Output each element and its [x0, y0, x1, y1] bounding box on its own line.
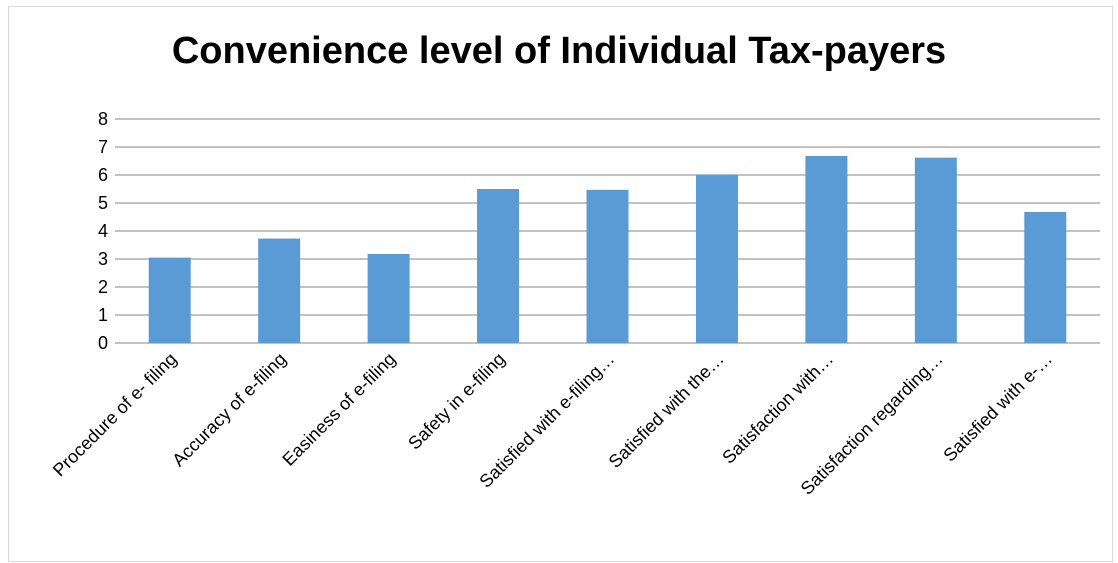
y-tick-label: 4: [98, 221, 108, 241]
bar: [586, 189, 629, 343]
x-category-label: Accuracy of e-filing: [168, 349, 290, 471]
x-category-label: Safety in e-filing: [404, 349, 509, 454]
bar: [148, 257, 191, 343]
y-tick-label: 0: [98, 333, 108, 353]
y-tick-label: 7: [98, 137, 108, 157]
bar: [477, 189, 520, 343]
x-category-label: Easiness of e-filing: [278, 349, 399, 470]
chart-title: Convenience level of Individual Tax-paye…: [171, 30, 947, 72]
y-tick-label: 6: [98, 165, 108, 185]
x-category-label: Satisfaction with…: [718, 349, 837, 468]
bar: [258, 238, 301, 343]
y-tick-label: 5: [98, 193, 108, 213]
y-tick-label: 3: [98, 249, 108, 269]
bar: [1024, 211, 1067, 343]
bar: [805, 155, 848, 343]
bar: [695, 174, 738, 343]
y-tick-label: 8: [98, 109, 108, 129]
x-category-label: Procedure of e- filing: [49, 349, 181, 481]
bars: [148, 155, 1067, 343]
y-tick-label: 2: [98, 277, 108, 297]
y-tick-label: 1: [98, 305, 108, 325]
bar: [914, 157, 957, 343]
y-axis-ticks: 0 1 2 3 4 5 6 7 8: [98, 109, 108, 353]
x-category-label: Satisfied with the…: [605, 349, 728, 472]
x-category-label: Satisfied with e-…: [939, 349, 1056, 466]
bar: [367, 253, 410, 343]
